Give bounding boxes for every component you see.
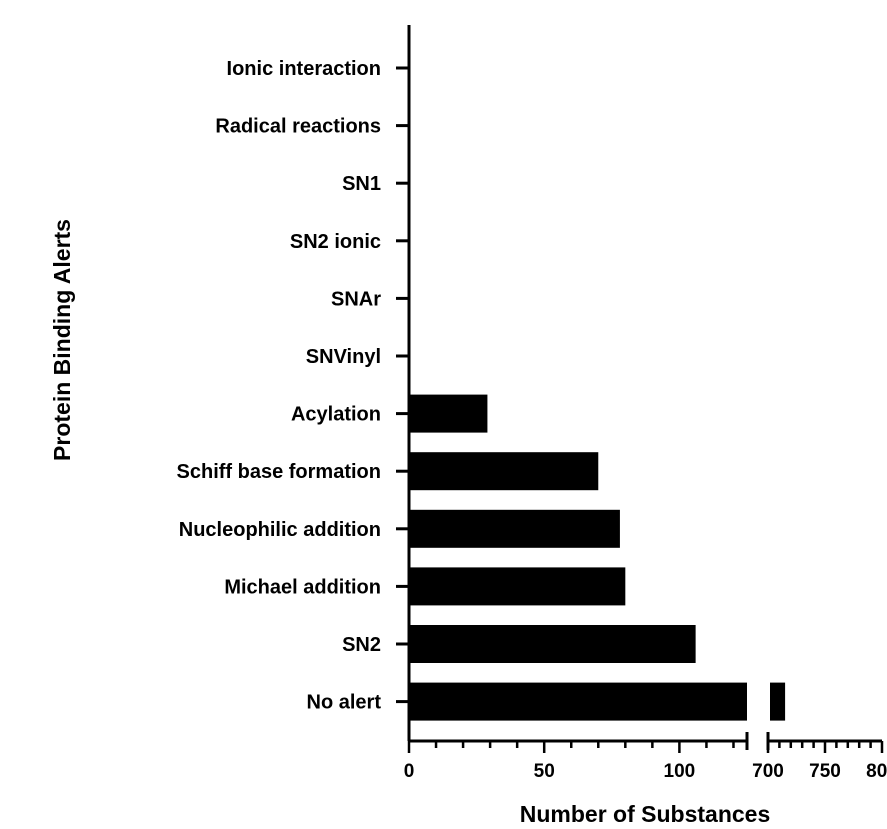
category-label: Schiff base formation <box>177 461 381 483</box>
category-labels: Ionic interaction Radical reactions SN1 SN2… <box>177 58 382 714</box>
category-label: SN2 ionic <box>290 231 381 253</box>
bar <box>409 452 599 491</box>
category-label: SN1 <box>342 173 381 195</box>
x-tick-label: 50 <box>534 761 555 782</box>
y-axis-title: Protein Binding Alerts <box>49 219 75 461</box>
x-tick-label: 100 <box>664 761 696 782</box>
x-tick-label: 700 <box>752 761 784 782</box>
bar <box>409 567 626 606</box>
category-label: Nucleophilic addition <box>179 519 381 541</box>
category-label: SN2 <box>342 634 381 656</box>
bar-continuation <box>770 682 786 721</box>
category-label: Michael addition <box>224 576 381 598</box>
category-label: No alert <box>307 692 382 714</box>
bar <box>409 682 747 721</box>
category-label: Acylation <box>291 404 381 426</box>
category-label: SNVinyl <box>306 346 381 368</box>
category-label: Ionic interaction <box>227 58 381 80</box>
bar <box>409 509 620 548</box>
x-tick-label: 800 <box>866 761 887 782</box>
category-label: Radical reactions <box>215 116 381 138</box>
bar <box>409 625 696 663</box>
x-axis-title: Number of Substances <box>520 801 771 827</box>
x-tick-label: 0 <box>404 761 415 782</box>
axes: 0 50 100 700 750 800 <box>396 25 887 782</box>
x-tick-label: 750 <box>809 761 841 782</box>
bar <box>409 394 488 433</box>
category-label: SNAr <box>331 288 381 310</box>
bars-layer <box>409 394 786 721</box>
